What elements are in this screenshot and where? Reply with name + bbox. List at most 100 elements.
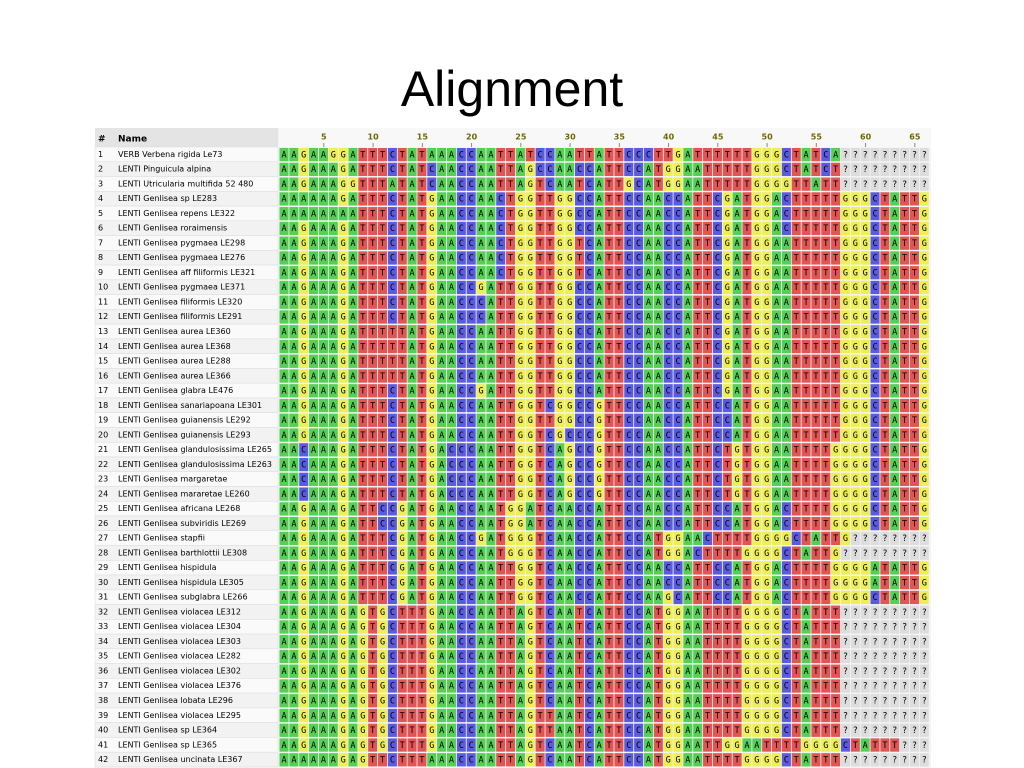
- base-cell: [378, 325, 388, 339]
- base-cell: [880, 590, 890, 605]
- base-cell: [506, 192, 516, 206]
- base-cell: [772, 546, 782, 560]
- base-cell: [831, 546, 841, 560]
- base-cell: [772, 192, 782, 206]
- base-cell: [673, 694, 683, 708]
- base-cell: [860, 472, 870, 486]
- base-cell: [555, 502, 565, 516]
- base-cell: [683, 310, 693, 324]
- base-cell: [791, 487, 801, 501]
- base-cell: [417, 339, 427, 354]
- base-cell: [525, 443, 535, 457]
- base-cell: [722, 561, 732, 575]
- base-cell: [663, 354, 673, 368]
- base-cell: [634, 723, 644, 737]
- base-cell: [535, 280, 545, 295]
- base-cell: [378, 723, 388, 737]
- base-cell: [683, 207, 693, 221]
- base-cell: [446, 487, 456, 501]
- base-cell: [328, 325, 338, 339]
- base-cell: [309, 413, 319, 427]
- base-cell: [496, 148, 506, 162]
- base-cell: [604, 236, 614, 250]
- base-cell: [831, 723, 841, 737]
- base-cell: [437, 649, 447, 664]
- base-cell: [762, 398, 772, 413]
- base-cell: [318, 576, 328, 590]
- base-cell: [732, 325, 742, 339]
- base-cell: [318, 605, 328, 619]
- base-cell: [427, 413, 437, 427]
- base-cell: [634, 221, 644, 236]
- base-cell: [407, 339, 417, 354]
- base-cell: [831, 384, 841, 398]
- base-cell: [289, 384, 299, 398]
- base-cell: [368, 221, 378, 236]
- base-cell: [338, 664, 348, 678]
- base-cell: [732, 266, 742, 280]
- row-number: 40: [98, 726, 108, 735]
- base-cell: [634, 590, 644, 605]
- base-cell: [515, 546, 525, 560]
- base-cell: [387, 413, 397, 427]
- base-cell: [890, 457, 900, 472]
- base-cell: [565, 192, 575, 206]
- base-cell: [831, 295, 841, 309]
- base-cell: [555, 664, 565, 678]
- base-cell: [348, 605, 358, 619]
- base-cell: [821, 398, 831, 413]
- base-cell: [880, 694, 890, 708]
- row-number: 16: [98, 371, 108, 380]
- base-cell: [535, 664, 545, 678]
- base-cell: [289, 472, 299, 486]
- base-cell: [890, 723, 900, 737]
- base-cell: [289, 738, 299, 752]
- base-cell: [831, 148, 841, 162]
- base-cell: [348, 325, 358, 339]
- base-cell: [900, 753, 910, 767]
- base-cell: [643, 148, 653, 162]
- base-cell: [368, 192, 378, 206]
- base-cell: [643, 280, 653, 295]
- base-cell: [328, 207, 338, 221]
- base-cell: [663, 457, 673, 472]
- base-cell: [742, 280, 752, 295]
- base-cell: [525, 679, 535, 693]
- base-cell: [328, 546, 338, 560]
- base-cell: [279, 502, 289, 516]
- row-number: 7: [98, 238, 103, 247]
- base-cell: [279, 280, 289, 295]
- base-cell: [663, 280, 673, 295]
- base-cell: [919, 620, 929, 634]
- base-cell: [791, 207, 801, 221]
- row-number: 36: [98, 666, 108, 675]
- base-cell: [860, 354, 870, 368]
- base-cell: [831, 177, 841, 191]
- base-cell: [387, 738, 397, 752]
- base-cell: [880, 192, 890, 206]
- base-cell: [801, 162, 811, 177]
- base-cell: [309, 384, 319, 398]
- base-cell: [821, 428, 831, 442]
- base-cell: [634, 753, 644, 767]
- base-cell: [683, 472, 693, 486]
- base-cell: [407, 236, 417, 250]
- base-cell: [407, 325, 417, 339]
- base-cell: [387, 531, 397, 546]
- base-cell: [850, 236, 860, 250]
- base-cell: [427, 398, 437, 413]
- base-cell: [860, 487, 870, 501]
- base-cell: [584, 236, 594, 250]
- base-cell: [565, 561, 575, 575]
- base-cell: [535, 679, 545, 693]
- base-cell: [919, 590, 929, 605]
- base-cell: [328, 517, 338, 531]
- base-cell: [318, 753, 328, 767]
- base-cell: [762, 561, 772, 575]
- base-cell: [506, 236, 516, 250]
- base-cell: [427, 443, 437, 457]
- base-cell: [446, 162, 456, 177]
- base-cell: [486, 620, 496, 634]
- base-cell: [594, 295, 604, 309]
- base-cell: [437, 635, 447, 649]
